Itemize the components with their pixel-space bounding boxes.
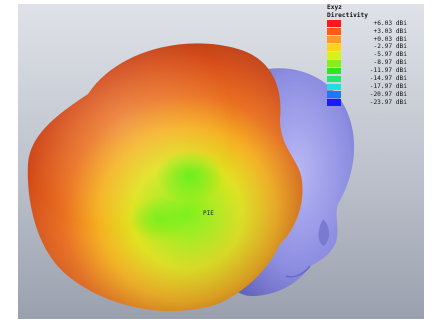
legend-label: -2.97 dBi (373, 43, 407, 51)
legend-swatch (327, 67, 341, 75)
legend-swatch (327, 91, 341, 99)
legend-swatch (327, 28, 341, 35)
legend-entry: -2.97 dBi (327, 43, 407, 51)
legend-entry: -5.97 dBi (327, 51, 407, 59)
legend-label: -23.97 dBi (369, 98, 407, 106)
legend-entry: -8.97 dBi (327, 59, 407, 67)
legend-title-2: Directivity (327, 11, 368, 19)
legend-entry: -23.97 dBi (327, 99, 407, 107)
legend-swatch (327, 52, 341, 59)
legend-rows: +6.03 dBi +3.03 dBi +0.03 dBi -2.97 dBi -5.9… (327, 20, 407, 107)
legend-entry: +6.03 dBi (327, 20, 407, 28)
legend-label: -5.97 dBi (373, 51, 407, 59)
radiation-lobe (27, 43, 303, 312)
legend-entry: -14.97 dBi (327, 75, 407, 83)
legend-swatch (327, 75, 341, 83)
legend-entry: -11.97 dBi (327, 67, 407, 75)
legend-entry: -17.97 dBi (327, 83, 407, 91)
legend-swatch (327, 59, 341, 67)
feed-label: PIE (203, 210, 214, 217)
legend-label: -8.97 dBi (373, 59, 407, 67)
radiation-pattern-scene (18, 4, 424, 319)
legend-entry: +3.03 dBi (327, 28, 407, 36)
legend-label: -14.97 dBi (369, 75, 407, 83)
legend-label: +6.03 dBi (373, 19, 407, 27)
legend-label: -11.97 dBi (369, 67, 407, 75)
legend-swatch (327, 99, 341, 106)
legend-swatch (327, 36, 341, 43)
legend-title-1: Exyz (327, 4, 342, 11)
legend-entry: -20.97 dBi (327, 91, 407, 99)
legend-entry: +0.03 dBi (327, 36, 407, 44)
render-viewport[interactable]: PIE (18, 4, 424, 319)
directivity-legend: Exyz Directivity +6.03 dBi +3.03 dBi +0.03… (327, 4, 407, 107)
legend-swatch (327, 20, 341, 28)
legend-swatch (327, 44, 341, 51)
legend-label: -17.97 dBi (369, 82, 407, 90)
legend-label: -20.97 dBi (369, 90, 407, 98)
legend-label: +3.03 dBi (373, 27, 407, 35)
legend-label: +0.03 dBi (373, 35, 407, 43)
legend-swatch (327, 83, 341, 91)
